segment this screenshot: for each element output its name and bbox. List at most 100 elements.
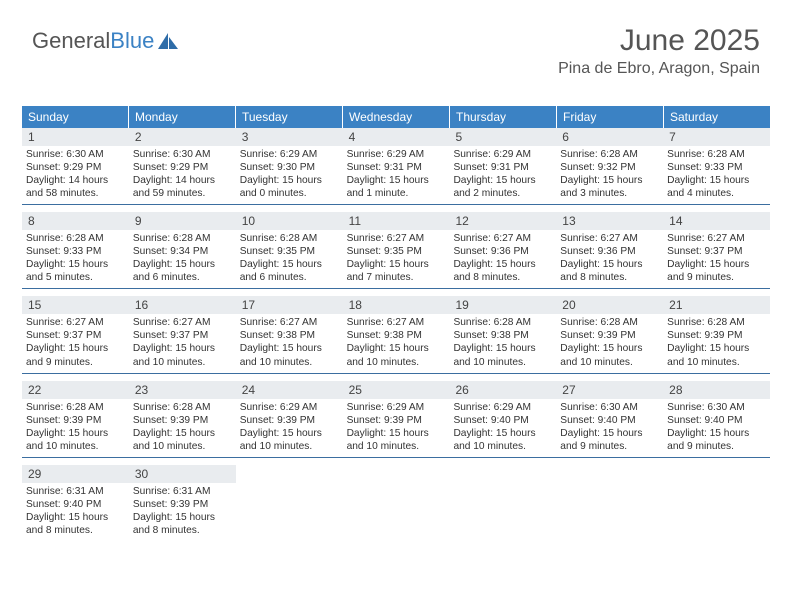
month-title: June 2025 xyxy=(558,24,760,58)
daylight-line: Daylight: 15 hours and 10 minutes. xyxy=(560,342,659,368)
logo-text-gray: General xyxy=(32,28,110,54)
day-number: 5 xyxy=(449,128,556,146)
sunrise-line: Sunrise: 6:30 AM xyxy=(133,148,232,161)
calendar-cell: 11Sunrise: 6:27 AMSunset: 9:35 PMDayligh… xyxy=(343,212,450,288)
day-header: Monday xyxy=(129,106,236,128)
day-details: Sunrise: 6:27 AMSunset: 9:37 PMDaylight:… xyxy=(22,314,129,368)
day-number: 2 xyxy=(129,128,236,146)
weeks-container: 1Sunrise: 6:30 AMSunset: 9:29 PMDaylight… xyxy=(22,128,770,541)
daylight-line: Daylight: 15 hours and 10 minutes. xyxy=(347,342,446,368)
day-details: Sunrise: 6:28 AMSunset: 9:39 PMDaylight:… xyxy=(663,314,770,368)
day-header: Thursday xyxy=(450,106,557,128)
sunrise-line: Sunrise: 6:27 AM xyxy=(347,232,446,245)
day-details: Sunrise: 6:29 AMSunset: 9:39 PMDaylight:… xyxy=(236,399,343,453)
day-details: Sunrise: 6:28 AMSunset: 9:33 PMDaylight:… xyxy=(663,146,770,200)
logo-text-blue: Blue xyxy=(110,28,154,54)
daylight-line: Daylight: 15 hours and 4 minutes. xyxy=(667,174,766,200)
daylight-line: Daylight: 15 hours and 5 minutes. xyxy=(26,258,125,284)
day-details: Sunrise: 6:28 AMSunset: 9:34 PMDaylight:… xyxy=(129,230,236,284)
day-details: Sunrise: 6:28 AMSunset: 9:35 PMDaylight:… xyxy=(236,230,343,284)
sunrise-line: Sunrise: 6:27 AM xyxy=(26,316,125,329)
calendar-cell: 18Sunrise: 6:27 AMSunset: 9:38 PMDayligh… xyxy=(343,296,450,372)
day-number: 29 xyxy=(22,465,129,483)
daylight-line: Daylight: 15 hours and 9 minutes. xyxy=(667,427,766,453)
sunrise-line: Sunrise: 6:28 AM xyxy=(133,232,232,245)
calendar-cell: 26Sunrise: 6:29 AMSunset: 9:40 PMDayligh… xyxy=(449,381,556,457)
day-header: Sunday xyxy=(22,106,129,128)
day-header: Wednesday xyxy=(343,106,450,128)
daylight-line: Daylight: 15 hours and 8 minutes. xyxy=(560,258,659,284)
day-number: 11 xyxy=(343,212,450,230)
day-number: 16 xyxy=(129,296,236,314)
sunrise-line: Sunrise: 6:29 AM xyxy=(240,148,339,161)
sunset-line: Sunset: 9:35 PM xyxy=(240,245,339,258)
day-number: 28 xyxy=(663,381,770,399)
calendar-cell: 6Sunrise: 6:28 AMSunset: 9:32 PMDaylight… xyxy=(556,128,663,204)
sunset-line: Sunset: 9:39 PM xyxy=(133,414,232,427)
sunrise-line: Sunrise: 6:30 AM xyxy=(560,401,659,414)
daylight-line: Daylight: 14 hours and 59 minutes. xyxy=(133,174,232,200)
sunrise-line: Sunrise: 6:27 AM xyxy=(347,316,446,329)
sunset-line: Sunset: 9:31 PM xyxy=(453,161,552,174)
day-number: 9 xyxy=(129,212,236,230)
daylight-line: Daylight: 15 hours and 0 minutes. xyxy=(240,174,339,200)
calendar-cell: 23Sunrise: 6:28 AMSunset: 9:39 PMDayligh… xyxy=(129,381,236,457)
sunrise-line: Sunrise: 6:28 AM xyxy=(26,401,125,414)
calendar-cell: 3 Sunrise: 6:29 AMSunset: 9:30 PMDaylight… xyxy=(236,128,343,204)
calendar-cell: 15Sunrise: 6:27 AMSunset: 9:37 PMDayligh… xyxy=(22,296,129,372)
day-number: 18 xyxy=(343,296,450,314)
sunset-line: Sunset: 9:36 PM xyxy=(560,245,659,258)
calendar-cell: 1Sunrise: 6:30 AMSunset: 9:29 PMDaylight… xyxy=(22,128,129,204)
sunrise-line: Sunrise: 6:28 AM xyxy=(667,148,766,161)
calendar-cell: 13Sunrise: 6:27 AMSunset: 9:36 PMDayligh… xyxy=(556,212,663,288)
sunset-line: Sunset: 9:39 PM xyxy=(667,329,766,342)
day-number: 21 xyxy=(663,296,770,314)
day-details: Sunrise: 6:27 AMSunset: 9:38 PMDaylight:… xyxy=(343,314,450,368)
sunrise-line: Sunrise: 6:28 AM xyxy=(560,316,659,329)
sunset-line: Sunset: 9:37 PM xyxy=(26,329,125,342)
day-number: 19 xyxy=(449,296,556,314)
day-number: 4 xyxy=(343,128,450,146)
day-number: 10 xyxy=(236,212,343,230)
sunrise-line: Sunrise: 6:28 AM xyxy=(453,316,552,329)
day-number: 22 xyxy=(22,381,129,399)
daylight-line: Daylight: 15 hours and 10 minutes. xyxy=(347,427,446,453)
calendar-cell: 22Sunrise: 6:28 AMSunset: 9:39 PMDayligh… xyxy=(22,381,129,457)
week-row: 22Sunrise: 6:28 AMSunset: 9:39 PMDayligh… xyxy=(22,381,770,458)
day-number: 26 xyxy=(449,381,556,399)
sunrise-line: Sunrise: 6:30 AM xyxy=(26,148,125,161)
day-number: 27 xyxy=(556,381,663,399)
day-details: Sunrise: 6:27 AMSunset: 9:37 PMDaylight:… xyxy=(129,314,236,368)
day-details: Sunrise: 6:27 AMSunset: 9:36 PMDaylight:… xyxy=(556,230,663,284)
logo-sail-icon xyxy=(156,31,180,51)
daylight-line: Daylight: 15 hours and 10 minutes. xyxy=(133,427,232,453)
sunset-line: Sunset: 9:36 PM xyxy=(453,245,552,258)
calendar-cell: 12Sunrise: 6:27 AMSunset: 9:36 PMDayligh… xyxy=(449,212,556,288)
calendar-cell: 30Sunrise: 6:31 AMSunset: 9:39 PMDayligh… xyxy=(129,465,236,541)
daylight-line: Daylight: 15 hours and 1 minute. xyxy=(347,174,446,200)
sunset-line: Sunset: 9:39 PM xyxy=(133,498,232,511)
calendar-cell: 20Sunrise: 6:28 AMSunset: 9:39 PMDayligh… xyxy=(556,296,663,372)
sunset-line: Sunset: 9:29 PM xyxy=(133,161,232,174)
calendar-cell: 28Sunrise: 6:30 AMSunset: 9:40 PMDayligh… xyxy=(663,381,770,457)
sunset-line: Sunset: 9:30 PM xyxy=(240,161,339,174)
daylight-line: Daylight: 15 hours and 6 minutes. xyxy=(240,258,339,284)
day-number: 3 xyxy=(236,128,343,146)
calendar-cell: .. xyxy=(556,465,663,541)
sunrise-line: Sunrise: 6:29 AM xyxy=(240,401,339,414)
day-details: Sunrise: 6:31 AMSunset: 9:39 PMDaylight:… xyxy=(129,483,236,537)
day-details: Sunrise: 6:29 AMSunset: 9:31 PMDaylight:… xyxy=(343,146,450,200)
daylight-line: Daylight: 15 hours and 9 minutes. xyxy=(667,258,766,284)
day-number: 14 xyxy=(663,212,770,230)
sunrise-line: Sunrise: 6:28 AM xyxy=(26,232,125,245)
daylight-line: Daylight: 15 hours and 10 minutes. xyxy=(133,342,232,368)
day-number: 17 xyxy=(236,296,343,314)
sunrise-line: Sunrise: 6:27 AM xyxy=(560,232,659,245)
day-number: 24 xyxy=(236,381,343,399)
day-details: Sunrise: 6:29 AMSunset: 9:39 PMDaylight:… xyxy=(343,399,450,453)
sunrise-line: Sunrise: 6:29 AM xyxy=(453,401,552,414)
sunset-line: Sunset: 9:31 PM xyxy=(347,161,446,174)
sunset-line: Sunset: 9:37 PM xyxy=(667,245,766,258)
day-number: 8 xyxy=(22,212,129,230)
calendar-cell: 5Sunrise: 6:29 AMSunset: 9:31 PMDaylight… xyxy=(449,128,556,204)
